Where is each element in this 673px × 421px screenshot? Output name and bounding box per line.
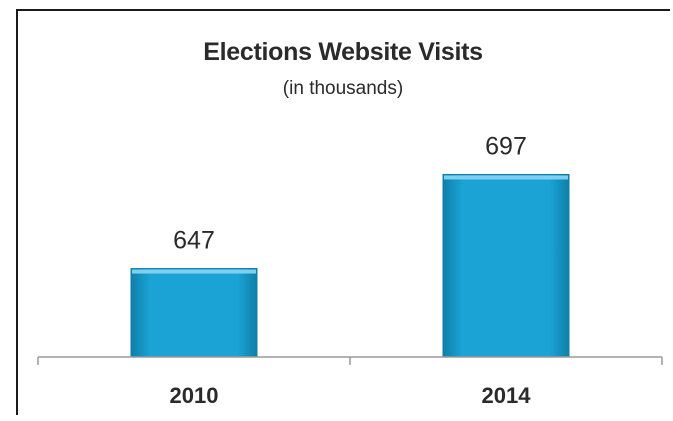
bar-highlight-2014 <box>444 175 568 180</box>
data-label-2010: 647 <box>173 227 215 255</box>
x-tick-label-2010: 2010 <box>170 383 219 408</box>
bar-2010 <box>130 268 258 358</box>
data-label-2014: 697 <box>485 132 527 160</box>
chart-subtitle: (in thousands) <box>282 78 404 99</box>
bar-2014 <box>442 173 570 358</box>
chart-title: Elections Website Visits <box>203 38 483 66</box>
x-tick-label-2014: 2014 <box>482 383 532 408</box>
bar-highlight-2010 <box>132 269 256 274</box>
